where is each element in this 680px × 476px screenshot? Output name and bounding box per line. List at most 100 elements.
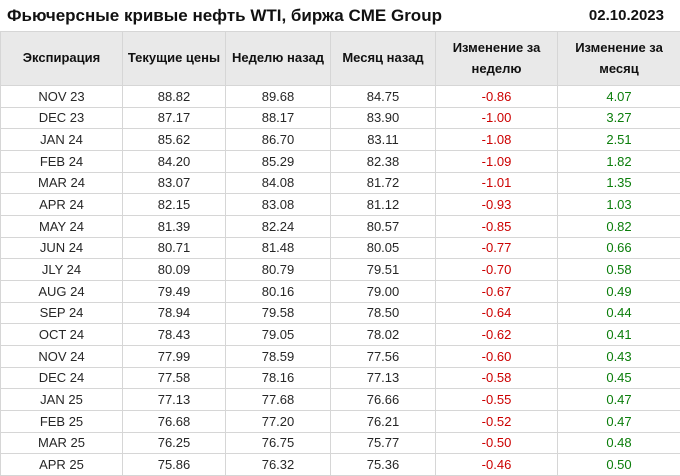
- cell-week-ago: 82.24: [225, 214, 331, 238]
- table-row: JUN 24 80.71 81.48 80.05 -0.77 0.66: [0, 236, 680, 260]
- table-row: FEB 25 76.68 77.20 76.21 -0.52 0.47: [0, 409, 680, 433]
- cell-current-price: 78.94: [122, 301, 226, 325]
- table-row: NOV 23 88.82 89.68 84.75 -0.86 4.07: [0, 85, 680, 108]
- cell-week-change: -0.64: [435, 301, 558, 325]
- cell-week-ago: 77.20: [225, 409, 331, 433]
- cell-week-ago: 81.48: [225, 236, 331, 260]
- cell-expiration: MAY 24: [0, 214, 123, 238]
- report-date: 02.10.2023: [588, 7, 664, 24]
- table-row: JLY 24 80.09 80.79 79.51 -0.70 0.58: [0, 258, 680, 281]
- cell-week-ago: 78.59: [225, 344, 331, 368]
- cell-week-change: -0.52: [435, 409, 558, 433]
- cell-expiration: DEC 24: [0, 366, 123, 390]
- cell-expiration: FEB 24: [0, 149, 123, 173]
- cell-week-change: -0.58: [435, 366, 558, 390]
- cell-current-price: 85.62: [122, 128, 226, 151]
- column-header-month-ago: Месяц назад: [330, 31, 436, 86]
- table-row: DEC 24 77.58 78.16 77.13 -0.58 0.45: [0, 366, 680, 390]
- futures-table: Экспирация Текущие цены Неделю назад Месяц …: [0, 31, 680, 476]
- cell-month-change: 0.44: [557, 301, 680, 325]
- cell-week-change: -1.00: [435, 106, 558, 130]
- cell-month-ago: 82.38: [330, 149, 436, 173]
- cell-week-ago: 85.29: [225, 149, 331, 173]
- cell-current-price: 77.99: [122, 344, 226, 368]
- cell-month-ago: 81.12: [330, 193, 436, 216]
- page-title: Фьючерсные кривые нефть WTI, биржа CME G…: [7, 5, 442, 25]
- cell-month-change: 0.45: [557, 366, 680, 390]
- cell-week-change: -1.01: [435, 171, 558, 195]
- cell-week-ago: 88.17: [225, 106, 331, 130]
- cell-week-change: -0.85: [435, 214, 558, 238]
- column-header-month-change: Изменение за месяц: [557, 31, 680, 86]
- cell-week-change: -1.09: [435, 149, 558, 173]
- cell-week-change: -0.67: [435, 279, 558, 303]
- cell-week-change: -0.62: [435, 323, 558, 346]
- cell-week-ago: 84.08: [225, 171, 331, 195]
- table-header: Экспирация Текущие цены Неделю назад Месяц …: [0, 31, 680, 86]
- cell-expiration: NOV 24: [0, 344, 123, 368]
- cell-expiration: NOV 23: [0, 85, 123, 108]
- cell-week-change: -0.77: [435, 236, 558, 260]
- cell-current-price: 83.07: [122, 171, 226, 195]
- cell-month-change: 3.27: [557, 106, 680, 130]
- cell-month-change: 0.82: [557, 214, 680, 238]
- cell-week-change: -0.93: [435, 193, 558, 216]
- cell-current-price: 77.13: [122, 388, 226, 411]
- cell-current-price: 76.68: [122, 409, 226, 433]
- cell-week-ago: 77.68: [225, 388, 331, 411]
- cell-month-change: 0.66: [557, 236, 680, 260]
- cell-current-price: 88.82: [122, 85, 226, 108]
- cell-current-price: 80.09: [122, 258, 226, 281]
- table-row: MAR 24 83.07 84.08 81.72 -1.01 1.35: [0, 171, 680, 195]
- cell-week-change: -0.46: [435, 453, 558, 476]
- cell-current-price: 87.17: [122, 106, 226, 130]
- cell-month-change: 1.35: [557, 171, 680, 195]
- cell-month-change: 0.47: [557, 409, 680, 433]
- cell-week-ago: 86.70: [225, 128, 331, 151]
- table-row: SEP 24 78.94 79.58 78.50 -0.64 0.44: [0, 301, 680, 325]
- table-row: APR 25 75.86 76.32 75.36 -0.46 0.50: [0, 453, 680, 476]
- cell-current-price: 84.20: [122, 149, 226, 173]
- table-row: MAR 25 76.25 76.75 75.77 -0.50 0.48: [0, 431, 680, 455]
- table-body: NOV 23 88.82 89.68 84.75 -0.86 4.07 DEC 23 87.1…: [0, 85, 680, 476]
- cell-expiration: AUG 24: [0, 279, 123, 303]
- cell-week-change: -0.50: [435, 431, 558, 455]
- table-row: MAY 24 81.39 82.24 80.57 -0.85 0.82: [0, 214, 680, 238]
- table-row: APR 24 82.15 83.08 81.12 -0.93 1.03: [0, 193, 680, 216]
- cell-current-price: 81.39: [122, 214, 226, 238]
- cell-month-ago: 77.13: [330, 366, 436, 390]
- table-row: FEB 24 84.20 85.29 82.38 -1.09 1.82: [0, 149, 680, 173]
- cell-week-ago: 78.16: [225, 366, 331, 390]
- header-row: Экспирация Текущие цены Неделю назад Месяц …: [0, 31, 680, 86]
- table-row: JAN 24 85.62 86.70 83.11 -1.08 2.51: [0, 128, 680, 151]
- cell-month-change: 1.82: [557, 149, 680, 173]
- cell-month-ago: 80.57: [330, 214, 436, 238]
- cell-current-price: 75.86: [122, 453, 226, 476]
- cell-month-ago: 76.66: [330, 388, 436, 411]
- cell-month-ago: 76.21: [330, 409, 436, 433]
- cell-current-price: 79.49: [122, 279, 226, 303]
- cell-current-price: 78.43: [122, 323, 226, 346]
- cell-week-change: -0.86: [435, 85, 558, 108]
- cell-month-ago: 81.72: [330, 171, 436, 195]
- cell-month-ago: 83.90: [330, 106, 436, 130]
- cell-week-ago: 80.16: [225, 279, 331, 303]
- cell-month-ago: 77.56: [330, 344, 436, 368]
- cell-month-ago: 75.77: [330, 431, 436, 455]
- cell-expiration: MAR 24: [0, 171, 123, 195]
- cell-month-ago: 84.75: [330, 85, 436, 108]
- cell-month-ago: 80.05: [330, 236, 436, 260]
- cell-month-change: 0.43: [557, 344, 680, 368]
- cell-month-change: 4.07: [557, 85, 680, 108]
- cell-current-price: 82.15: [122, 193, 226, 216]
- cell-week-ago: 83.08: [225, 193, 331, 216]
- cell-month-change: 0.49: [557, 279, 680, 303]
- cell-expiration: JLY 24: [0, 258, 123, 281]
- cell-week-ago: 89.68: [225, 85, 331, 108]
- table-row: DEC 23 87.17 88.17 83.90 -1.00 3.27: [0, 106, 680, 130]
- cell-current-price: 76.25: [122, 431, 226, 455]
- cell-week-change: -0.70: [435, 258, 558, 281]
- cell-expiration: DEC 23: [0, 106, 123, 130]
- cell-month-ago: 75.36: [330, 453, 436, 476]
- cell-current-price: 77.58: [122, 366, 226, 390]
